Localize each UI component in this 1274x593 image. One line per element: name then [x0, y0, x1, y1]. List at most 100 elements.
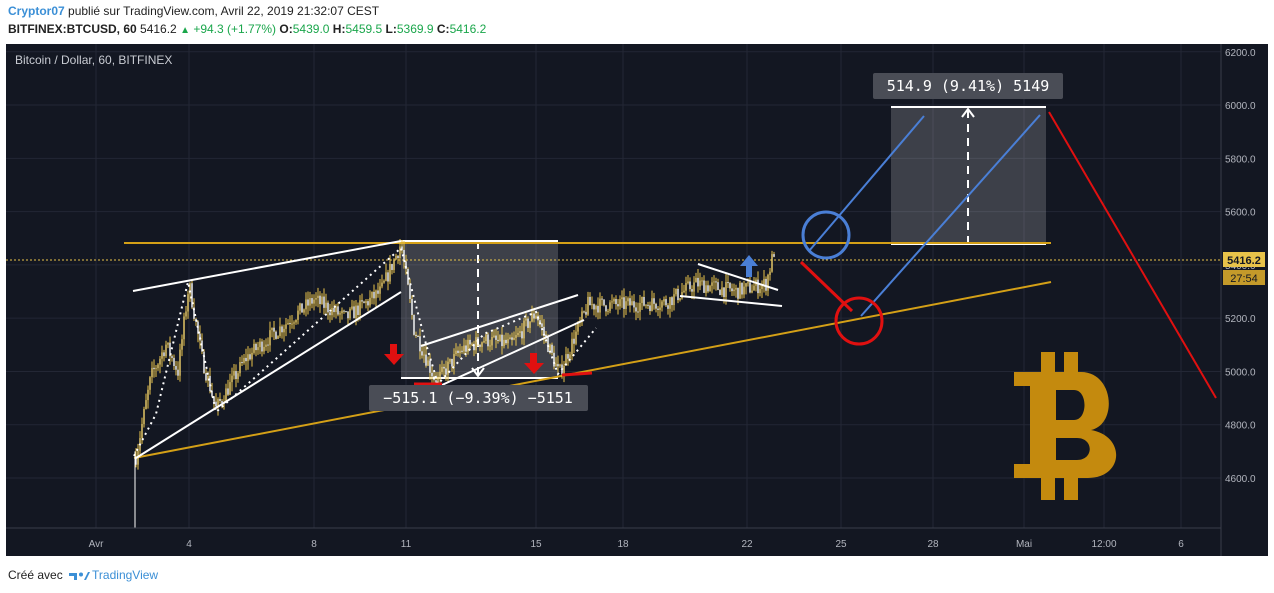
- candle-body: [373, 291, 375, 299]
- candle-body: [683, 290, 685, 293]
- candle-body: [705, 285, 707, 293]
- support-marker: [561, 371, 593, 377]
- candle-body: [161, 352, 163, 359]
- candle-body: [379, 286, 381, 294]
- candle-body: [623, 297, 625, 309]
- candle-body: [241, 362, 243, 364]
- candle-body: [229, 382, 231, 395]
- candle-body: [277, 336, 279, 339]
- tradingview-link[interactable]: TradingView: [92, 568, 159, 582]
- candle-body: [481, 342, 483, 347]
- candle-body: [701, 280, 703, 282]
- x-tick-label: 25: [835, 539, 847, 550]
- candle-body: [517, 332, 519, 336]
- candle-body: [301, 303, 303, 313]
- candle-body: [541, 323, 543, 327]
- candle-body: [703, 280, 705, 293]
- measure-label-down: −515.1 (−9.39%) −5151: [383, 389, 573, 407]
- candle-body: [203, 351, 205, 374]
- price-chart[interactable]: Bitcoin / Dollar, 60, BITFINEX −515.1 (−…: [6, 44, 1268, 556]
- projection-line-upper: [808, 115, 925, 252]
- candle-body: [763, 278, 765, 285]
- measure-label-up: 514.9 (9.41%) 5149: [887, 77, 1050, 95]
- candle-body: [239, 362, 241, 374]
- candle-body: [551, 344, 553, 353]
- candle-body: [423, 354, 425, 356]
- candle-body: [313, 299, 315, 304]
- close-label: C:: [436, 22, 450, 36]
- candle-body: [169, 342, 171, 357]
- candle-body: [275, 331, 277, 339]
- candle-body: [255, 343, 257, 351]
- candle-body: [681, 292, 683, 299]
- candle-body: [625, 301, 627, 309]
- candle-body: [621, 297, 623, 300]
- author-link[interactable]: Cryptor07: [8, 4, 65, 18]
- candle-body: [365, 301, 367, 303]
- candle-body: [175, 366, 177, 370]
- candle-body: [147, 389, 149, 401]
- candle-body: [377, 290, 379, 294]
- candle-body: [741, 282, 743, 295]
- last-price: 5416.2: [140, 22, 177, 36]
- candle-body: [655, 303, 657, 309]
- candle-body: [663, 299, 665, 302]
- candle-body: [411, 298, 413, 315]
- candle-body: [387, 272, 389, 282]
- candle-body: [589, 296, 591, 306]
- footer: Créé avec TradingView: [8, 568, 158, 582]
- candle-body: [461, 350, 463, 352]
- candle-body: [421, 351, 423, 356]
- candle-body: [495, 335, 497, 340]
- candle-body: [591, 304, 593, 306]
- candle-body: [351, 306, 353, 309]
- candle-body: [635, 307, 637, 312]
- candle-body: [291, 323, 293, 325]
- candle-body: [285, 324, 287, 329]
- candle-body: [405, 261, 407, 269]
- candle-body: [553, 352, 555, 367]
- candle-body: [367, 301, 369, 306]
- candle-body: [287, 323, 289, 325]
- candle-body: [401, 246, 403, 250]
- candle-body: [565, 354, 567, 366]
- candle-body: [425, 354, 427, 366]
- candle-body: [443, 366, 445, 369]
- candle-body: [369, 297, 371, 306]
- candle-body: [653, 298, 655, 304]
- candle-body: [675, 288, 677, 295]
- candle-body: [469, 339, 471, 345]
- candle-body: [585, 311, 587, 315]
- candle-body: [527, 318, 529, 328]
- candle-body: [181, 339, 183, 350]
- candle-body: [731, 288, 733, 292]
- candle-body: [633, 301, 635, 308]
- candle-body: [545, 334, 547, 338]
- candle-body: [381, 282, 383, 287]
- candle-body: [235, 371, 237, 380]
- x-tick-label: 12:00: [1091, 539, 1116, 550]
- candle-body: [385, 272, 387, 281]
- candle-body: [745, 283, 747, 287]
- candle-body: [543, 326, 545, 335]
- candle-body: [639, 303, 641, 312]
- blue-target-circle: [801, 210, 851, 260]
- candle-body: [413, 314, 415, 335]
- candle-body: [347, 311, 349, 319]
- countdown-tag-text: 27:54: [1230, 273, 1258, 285]
- candle-body: [509, 337, 511, 340]
- candle-body: [743, 286, 745, 295]
- close-value: 5416.2: [449, 22, 487, 36]
- y-tick-label: 5600.0: [1225, 208, 1256, 219]
- candle-body: [473, 343, 475, 351]
- y-tick-label: 6000.0: [1225, 101, 1256, 112]
- candle-body: [311, 298, 313, 304]
- candle-body: [555, 364, 557, 367]
- wedge-bottom-line: [679, 295, 783, 307]
- candle-body: [515, 335, 517, 338]
- candle-body: [183, 316, 185, 340]
- candle-body: [359, 300, 361, 315]
- candle-body: [507, 339, 509, 344]
- candle-body: [617, 304, 619, 307]
- candle-body: [735, 287, 737, 290]
